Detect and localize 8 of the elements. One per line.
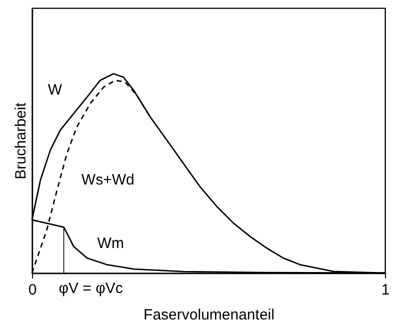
y-axis-title: Brucharbeit: [12, 102, 30, 180]
series-label: Wm: [97, 235, 124, 252]
x-axis-title: Faservolumenanteil: [144, 306, 274, 324]
series-label: Ws+Wd: [81, 171, 134, 188]
x-tick-label: 0: [28, 282, 37, 298]
ref-line-label: φV = φVc: [58, 280, 124, 297]
x-tick-label: 1: [381, 282, 390, 298]
series-label: W: [48, 82, 63, 99]
